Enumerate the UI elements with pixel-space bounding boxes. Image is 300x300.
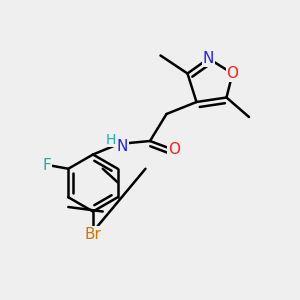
Text: N: N xyxy=(116,139,128,154)
Text: Br: Br xyxy=(85,227,101,242)
Text: H: H xyxy=(106,133,116,146)
Text: F: F xyxy=(42,158,51,173)
Text: O: O xyxy=(226,66,238,81)
Text: O: O xyxy=(168,142,180,158)
Text: N: N xyxy=(203,51,214,66)
